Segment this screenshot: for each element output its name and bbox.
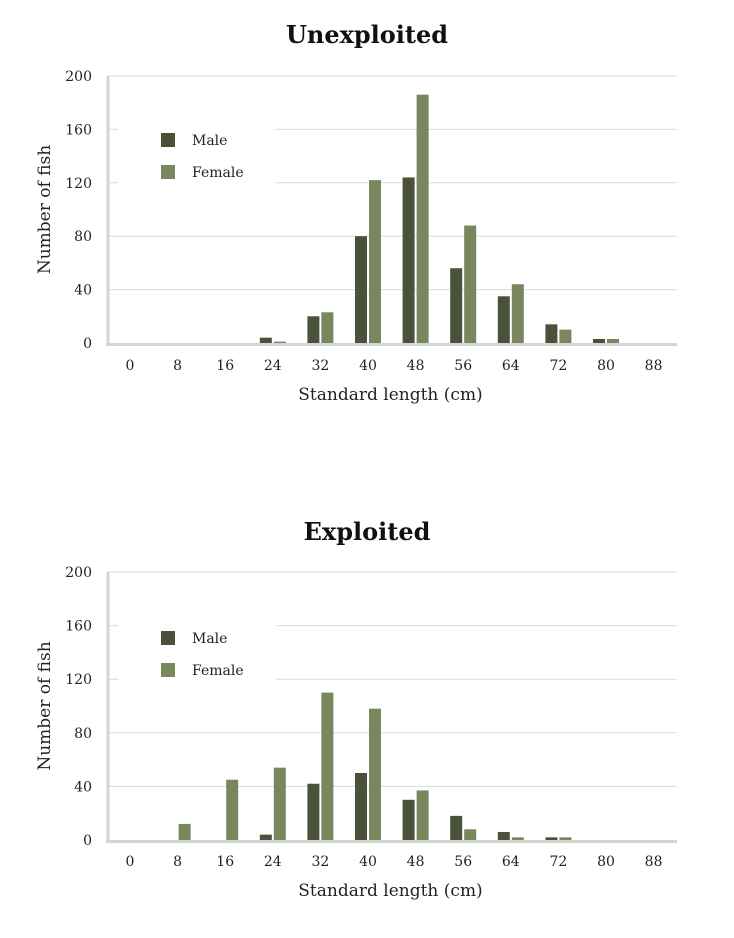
bar-male [259, 834, 272, 840]
x-tick-label: 40 [359, 358, 377, 374]
x-tick-label: 0 [126, 358, 135, 374]
x-tick-label: 24 [264, 854, 282, 870]
bar-female [511, 284, 524, 343]
legend-swatch-female [161, 165, 175, 179]
bar-male [259, 337, 272, 343]
y-tick-label: 40 [74, 779, 92, 795]
bar-male [450, 815, 463, 840]
chart-canvas: 0 40 80 120 160 200 Male Female 0 8 16 24 32 40 48 56 64… [35, 69, 677, 405]
y-tick-label: 120 [65, 176, 92, 192]
x-tick-label: 0 [126, 854, 135, 870]
x-tick-label: 32 [311, 854, 329, 870]
x-tick-label: 16 [216, 358, 234, 374]
bar-male [307, 316, 320, 343]
bar-male [355, 773, 367, 840]
bar-female [464, 829, 477, 840]
legend-label-male: Male [192, 631, 227, 647]
x-tick-label: 16 [216, 854, 234, 870]
legend-box [118, 616, 276, 700]
y-tick-label: 80 [74, 229, 92, 245]
legend-label-female: Female [192, 663, 244, 679]
bar-male [355, 236, 367, 343]
bar-male [545, 324, 558, 343]
legend-swatch-female [161, 663, 175, 677]
chart-unexploited: Unexploited 0 40 80 120 160 200 Male Female 0 8 16… [35, 20, 677, 405]
bar-female [273, 341, 286, 343]
y-tick-label: 160 [65, 619, 92, 635]
y-axis-title: Number of fish [35, 641, 55, 770]
y-tick-label: 80 [74, 726, 92, 742]
x-tick-label: 88 [645, 854, 663, 870]
x-tick-label: 72 [549, 854, 567, 870]
bar-female [416, 94, 429, 343]
bar-male [402, 177, 415, 343]
bar-female [369, 180, 381, 343]
legend-swatch-male [161, 133, 175, 147]
legend-box [118, 118, 276, 202]
bar-female [321, 312, 334, 343]
bar-female [369, 708, 381, 840]
bar-female [178, 823, 191, 840]
bar-female [416, 790, 429, 840]
bar-female [559, 329, 572, 343]
x-tick-label: 40 [359, 854, 377, 870]
chart-title: Exploited [303, 517, 431, 546]
x-tick-label: 8 [173, 854, 182, 870]
y-tick-label: 200 [65, 565, 92, 581]
chart-title: Unexploited [285, 20, 449, 49]
y-tick-label: 160 [65, 122, 92, 138]
bar-male [545, 837, 558, 840]
bar-male [402, 799, 415, 840]
x-axis-title: Standard length (cm) [298, 881, 482, 901]
bar-female [321, 692, 334, 840]
x-axis-title: Standard length (cm) [298, 385, 482, 405]
bar-female [511, 837, 524, 840]
x-tick-label: 56 [454, 854, 472, 870]
x-tick-label: 48 [407, 854, 425, 870]
x-tick-label: 8 [173, 358, 182, 374]
legend-swatch-male [161, 631, 175, 645]
y-tick-label: 120 [65, 672, 92, 688]
bar-male [593, 338, 605, 343]
y-tick-label: 0 [83, 336, 92, 352]
x-tick-label: 24 [264, 358, 282, 374]
bar-male [497, 831, 510, 840]
bar-male [450, 268, 463, 343]
x-tick-label: 80 [597, 358, 615, 374]
bar-female [559, 837, 572, 840]
bar-male [497, 296, 510, 343]
x-tick-label: 32 [311, 358, 329, 374]
y-tick-label: 40 [74, 283, 92, 299]
legend-label-female: Female [192, 165, 244, 181]
x-tick-label: 64 [502, 854, 520, 870]
bar-female [273, 767, 286, 840]
x-tick-label: 88 [645, 358, 663, 374]
legend-label-male: Male [192, 133, 227, 149]
x-tick-label: 72 [549, 358, 567, 374]
x-tick-label: 80 [597, 854, 615, 870]
x-tick-label: 56 [454, 358, 472, 374]
y-axis-title: Number of fish [35, 145, 55, 274]
x-tick-label: 48 [407, 358, 425, 374]
bar-female [226, 779, 239, 840]
y-tick-label: 200 [65, 69, 92, 85]
bar-female [607, 338, 619, 343]
x-tick-label: 64 [502, 358, 520, 374]
y-tick-label: 0 [83, 833, 92, 849]
bar-female [464, 225, 477, 343]
bar-male [307, 783, 320, 840]
